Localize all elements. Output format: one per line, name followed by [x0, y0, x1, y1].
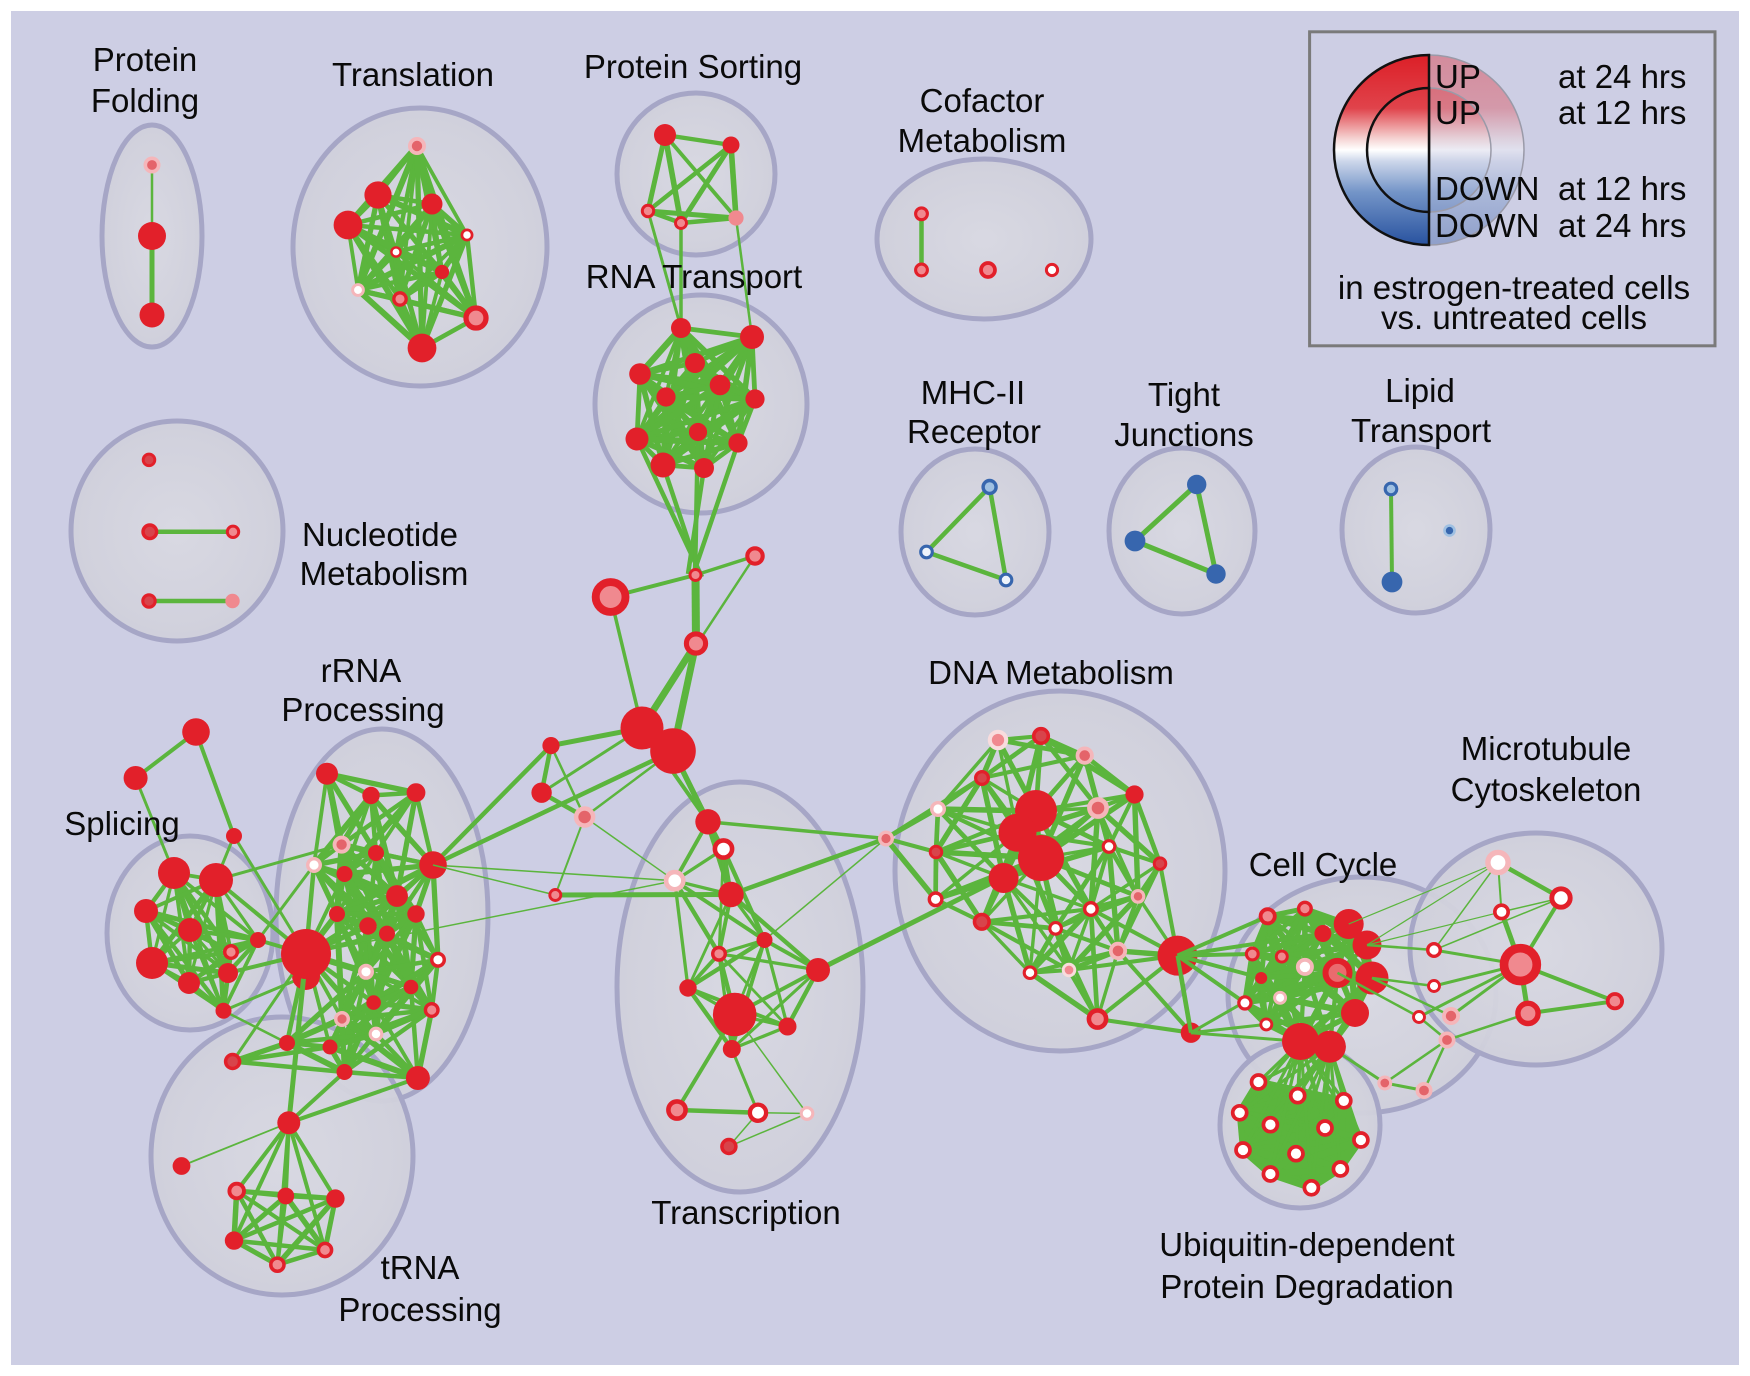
svg-text:Lipid: Lipid: [1385, 372, 1455, 409]
svg-text:Processing: Processing: [281, 691, 444, 728]
svg-text:Cofactor: Cofactor: [920, 82, 1045, 119]
svg-text:at 24 hrs: at 24 hrs: [1558, 207, 1686, 244]
svg-text:tRNA: tRNA: [381, 1249, 460, 1286]
svg-text:rRNA: rRNA: [321, 652, 402, 689]
svg-text:at 24 hrs: at 24 hrs: [1558, 58, 1686, 95]
svg-text:UP: UP: [1435, 58, 1481, 95]
svg-text:at 12 hrs: at 12 hrs: [1558, 170, 1686, 207]
svg-text:DOWN: DOWN: [1435, 207, 1539, 244]
svg-text:Junctions: Junctions: [1114, 416, 1253, 453]
svg-text:vs. untreated cells: vs. untreated cells: [1381, 299, 1647, 336]
svg-text:Transcription: Transcription: [651, 1194, 841, 1231]
svg-text:Folding: Folding: [91, 82, 199, 119]
svg-text:MHC-II: MHC-II: [921, 374, 1025, 411]
svg-text:Protein Sorting: Protein Sorting: [584, 48, 802, 85]
svg-text:Processing: Processing: [338, 1291, 501, 1328]
svg-text:Protein Degradation: Protein Degradation: [1160, 1268, 1454, 1305]
svg-text:Transport: Transport: [1351, 412, 1491, 449]
svg-text:Translation: Translation: [332, 56, 494, 93]
svg-text:DNA Metabolism: DNA Metabolism: [928, 654, 1174, 691]
svg-text:Splicing: Splicing: [64, 805, 180, 842]
svg-text:Protein: Protein: [93, 41, 198, 78]
svg-text:RNA Transport: RNA Transport: [586, 258, 802, 295]
svg-text:Cell Cycle: Cell Cycle: [1249, 846, 1398, 883]
svg-text:Nucleotide: Nucleotide: [302, 516, 458, 553]
svg-text:UP: UP: [1435, 94, 1481, 131]
svg-text:Metabolism: Metabolism: [898, 122, 1067, 159]
svg-text:DOWN: DOWN: [1435, 170, 1539, 207]
svg-text:Tight: Tight: [1148, 376, 1220, 413]
svg-text:Ubiquitin-dependent: Ubiquitin-dependent: [1159, 1226, 1454, 1263]
svg-text:Microtubule: Microtubule: [1461, 730, 1632, 767]
svg-text:Cytoskeleton: Cytoskeleton: [1451, 771, 1642, 808]
svg-text:Metabolism: Metabolism: [300, 555, 469, 592]
svg-text:Receptor: Receptor: [907, 413, 1041, 450]
svg-text:in estrogen-treated cells: in estrogen-treated cells: [1338, 269, 1690, 306]
svg-text:at 12 hrs: at 12 hrs: [1558, 94, 1686, 131]
